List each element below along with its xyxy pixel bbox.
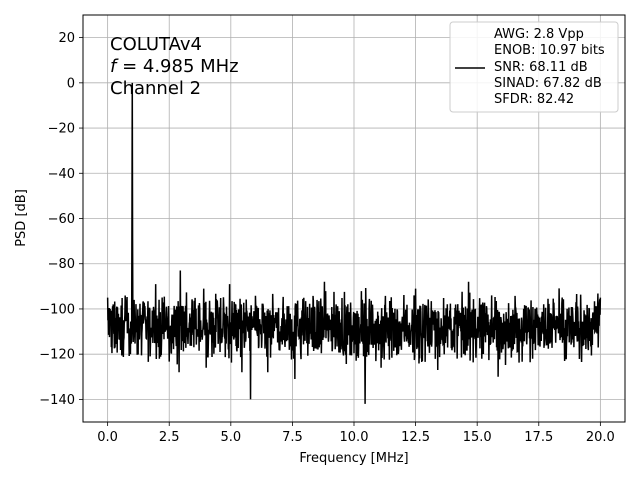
y-tick-label: 20	[58, 31, 75, 46]
y-axis-ticks: 20 0 −20 −40 −60 −80 −100 −120 −140	[39, 31, 83, 408]
psd-series-line	[106, 82, 602, 404]
legend-entry-sinad: SINAD: 67.82 dB	[494, 76, 602, 91]
annotation-line-frequency: f = 4.985 MHz	[110, 56, 239, 77]
x-tick-label: 5.0	[220, 430, 241, 445]
x-tick-label: 0.0	[97, 430, 118, 445]
y-tick-label: −140	[39, 393, 75, 408]
annotation-line-device: COLUTAv4	[110, 34, 202, 55]
x-tick-label: 10.0	[340, 430, 369, 445]
y-axis-label: PSD [dB]	[14, 189, 29, 247]
y-tick-label: −40	[48, 167, 75, 182]
annotation-frequency-value: = 4.985 MHz	[116, 56, 238, 77]
legend-entry-sfdr: SFDR: 82.42	[494, 92, 574, 107]
annotation-line-channel: Channel 2	[110, 78, 201, 99]
plot-area	[106, 82, 602, 404]
legend-entry-snr: SNR: 68.11 dB	[494, 60, 588, 75]
x-tick-label: 7.5	[282, 430, 303, 445]
y-tick-label: 0	[67, 76, 75, 91]
x-tick-label: 12.5	[401, 430, 430, 445]
x-tick-label: 2.5	[159, 430, 180, 445]
annotation: COLUTAv4 f = 4.985 MHz Channel 2	[110, 34, 239, 99]
x-axis-ticks: 0.0 2.5 5.0 7.5 10.0 12.5 15.0 17.5 20.0	[97, 422, 615, 445]
x-tick-label: 17.5	[524, 430, 553, 445]
y-tick-label: −100	[39, 302, 75, 317]
legend-entry-enob: ENOB: 10.97 bits	[494, 43, 605, 58]
x-axis-label: Frequency [MHz]	[299, 451, 408, 466]
y-tick-label: −120	[39, 348, 75, 363]
grid	[83, 15, 625, 422]
y-tick-label: −80	[48, 257, 75, 272]
y-tick-label: −60	[48, 212, 75, 227]
legend-entry-awg: AWG: 2.8 Vpp	[494, 27, 584, 42]
x-tick-label: 20.0	[586, 430, 615, 445]
legend: AWG: 2.8 Vpp ENOB: 10.97 bits SNR: 68.11…	[449, 21, 619, 113]
x-tick-label: 15.0	[463, 430, 492, 445]
annotation-frequency-var: f	[110, 56, 119, 77]
legend-box	[449, 21, 619, 113]
y-tick-label: −20	[48, 122, 75, 137]
